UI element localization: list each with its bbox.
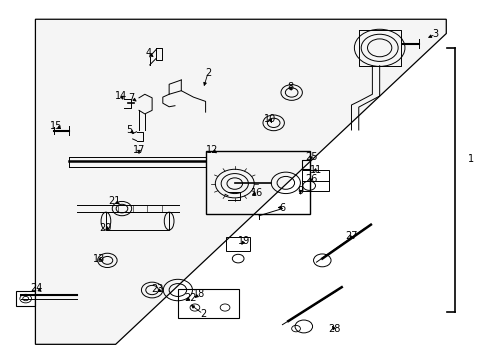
- Text: 16: 16: [250, 188, 262, 198]
- Text: 9: 9: [297, 186, 303, 196]
- Bar: [106, 212, 169, 230]
- Bar: [301, 170, 328, 191]
- Bar: [225, 237, 250, 251]
- Text: 28: 28: [327, 324, 340, 334]
- Text: 5: 5: [126, 125, 132, 135]
- Bar: [178, 289, 238, 318]
- Text: 25: 25: [304, 152, 317, 162]
- Text: 27: 27: [345, 231, 357, 242]
- Text: 12: 12: [205, 145, 218, 155]
- Text: 24: 24: [30, 283, 42, 293]
- Text: 13: 13: [92, 253, 104, 264]
- Text: 2: 2: [200, 309, 206, 319]
- Text: 20: 20: [100, 222, 112, 233]
- Text: 10: 10: [264, 114, 276, 124]
- Bar: [205, 152, 309, 214]
- Text: 4: 4: [145, 48, 151, 58]
- Text: 11: 11: [309, 165, 322, 175]
- Text: 7: 7: [128, 93, 135, 103]
- Text: 19: 19: [238, 236, 250, 246]
- Bar: [16, 292, 35, 306]
- Text: 2: 2: [204, 68, 211, 78]
- Text: 6: 6: [279, 203, 285, 212]
- Text: 15: 15: [50, 121, 62, 131]
- Polygon shape: [35, 19, 446, 344]
- Text: 22: 22: [183, 293, 196, 303]
- Text: 14: 14: [115, 91, 127, 101]
- Text: 17: 17: [133, 145, 145, 155]
- Text: 18: 18: [193, 289, 205, 299]
- Text: 8: 8: [287, 82, 293, 92]
- Text: 21: 21: [108, 196, 120, 206]
- Text: 3: 3: [432, 29, 438, 39]
- Text: 23: 23: [150, 284, 163, 294]
- Text: 26: 26: [305, 174, 317, 184]
- Text: 1: 1: [467, 154, 473, 163]
